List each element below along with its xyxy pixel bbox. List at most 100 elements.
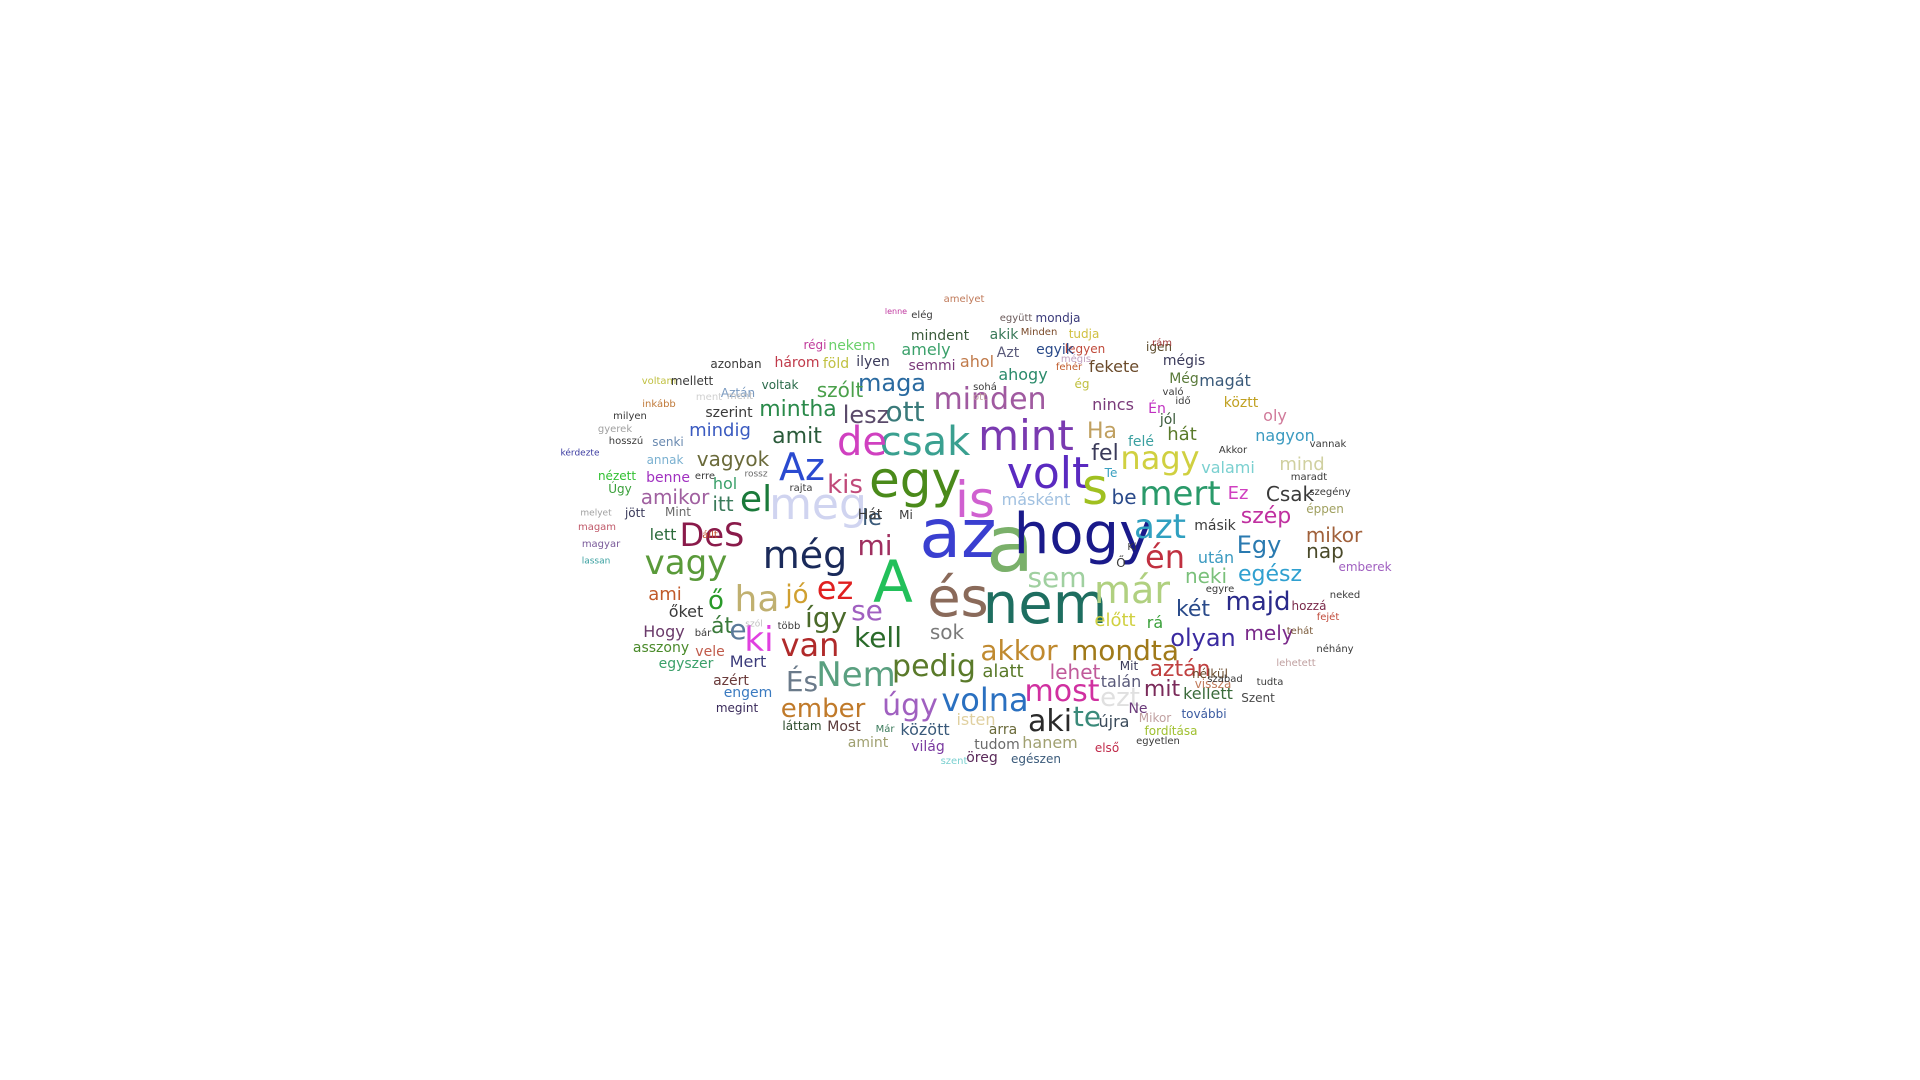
word: azért: [713, 673, 749, 689]
word: vele: [695, 644, 725, 660]
word: után: [1197, 548, 1235, 567]
word: föld: [822, 356, 850, 372]
word: tehát: [1286, 626, 1314, 637]
word: tudom: [974, 737, 1020, 753]
word: Ne: [1128, 701, 1148, 717]
word: már: [1094, 568, 1170, 612]
word: másként: [1001, 490, 1071, 509]
word: DeS: [679, 516, 745, 554]
word: Még: [1169, 371, 1199, 387]
word: gyerek: [597, 424, 633, 435]
word: Mit: [1119, 659, 1139, 673]
word: meg: [769, 479, 867, 530]
word: nagy: [1120, 439, 1200, 477]
word: szól: [745, 619, 763, 630]
word: amikor: [640, 485, 710, 509]
word: e: [729, 613, 747, 646]
word: állt: [702, 530, 718, 541]
word: úgy: [882, 688, 938, 723]
word: lenne: [884, 307, 908, 316]
word: voltam: [641, 376, 677, 387]
word: Minden: [1020, 327, 1058, 338]
word: amelyet: [943, 294, 985, 305]
word: éppen: [1306, 502, 1344, 516]
word: mondta: [1070, 634, 1180, 667]
word: se: [851, 594, 883, 627]
word: hol: [712, 474, 738, 493]
word: mind: [1279, 454, 1325, 475]
word: bár: [694, 628, 712, 639]
word: engem: [723, 685, 773, 701]
word: Mint: [665, 505, 691, 519]
word: sok: [929, 620, 965, 644]
word: mindig: [689, 420, 751, 441]
word: újra: [1098, 712, 1130, 731]
word: Ő: [1116, 556, 1126, 570]
word: ő: [708, 586, 724, 616]
word: csak: [879, 419, 971, 465]
word: ég: [1074, 377, 1090, 391]
word: semmi: [908, 358, 956, 374]
word: Hogy: [643, 622, 685, 641]
word: A: [873, 548, 913, 616]
word: ki: [744, 620, 774, 660]
word: arra: [988, 722, 1018, 738]
word: tudta: [1256, 677, 1284, 688]
word: van: [780, 626, 840, 664]
word: fejét: [1316, 612, 1340, 623]
word: le: [862, 506, 882, 531]
word: Ez: [1227, 483, 1249, 504]
word: szabad: [1207, 674, 1243, 685]
word: Mi: [899, 508, 913, 522]
word: is: [955, 471, 995, 529]
word: annak: [646, 453, 684, 467]
word: egy: [868, 451, 962, 509]
word: az: [919, 495, 997, 574]
word: lehetett: [1276, 658, 1316, 669]
word: hosszú: [608, 436, 644, 447]
word: rossz: [744, 469, 768, 480]
word: egészen: [1011, 752, 1061, 766]
word: mi: [857, 529, 893, 562]
word: mégis: [1060, 354, 1092, 365]
word: egyik: [1036, 342, 1074, 358]
word: rajta: [789, 483, 813, 494]
word: felé: [1127, 434, 1155, 450]
word: Szent: [1241, 691, 1275, 705]
word: nekem: [828, 338, 876, 354]
word: kellett: [1183, 684, 1233, 703]
word: azonban: [710, 357, 762, 371]
word: mintha: [759, 397, 837, 422]
word: kis: [827, 470, 863, 500]
word: ami: [648, 584, 682, 605]
word: régi: [803, 338, 827, 352]
word: a: [986, 500, 1034, 590]
word: volt: [1006, 448, 1090, 499]
word: azt: [1133, 507, 1187, 547]
word: mégis: [1162, 353, 1206, 369]
word: Aztán: [720, 386, 756, 400]
word: akik: [989, 327, 1019, 343]
word: melyet: [580, 508, 612, 519]
word: való: [1162, 387, 1184, 398]
word: Akkor: [1218, 445, 1248, 456]
word: hozzá: [1291, 599, 1327, 613]
word: Hát: [857, 507, 883, 523]
word: nincs: [1092, 395, 1134, 414]
word: sohá: [973, 382, 997, 393]
word: mellett: [670, 374, 714, 388]
word: rá: [1146, 613, 1164, 632]
word: tudja: [1068, 327, 1100, 341]
word: vagyok: [696, 447, 770, 471]
word: lesz: [842, 401, 890, 429]
word: ilyen: [856, 354, 890, 370]
word: másik: [1194, 518, 1236, 534]
word: jó: [785, 580, 809, 610]
word: egyetlen: [1136, 736, 1180, 747]
word: szólt: [816, 378, 864, 402]
word: most: [1024, 674, 1100, 709]
word: mindent: [910, 328, 970, 344]
word: fel: [1091, 441, 1119, 466]
word: erre: [694, 471, 716, 482]
